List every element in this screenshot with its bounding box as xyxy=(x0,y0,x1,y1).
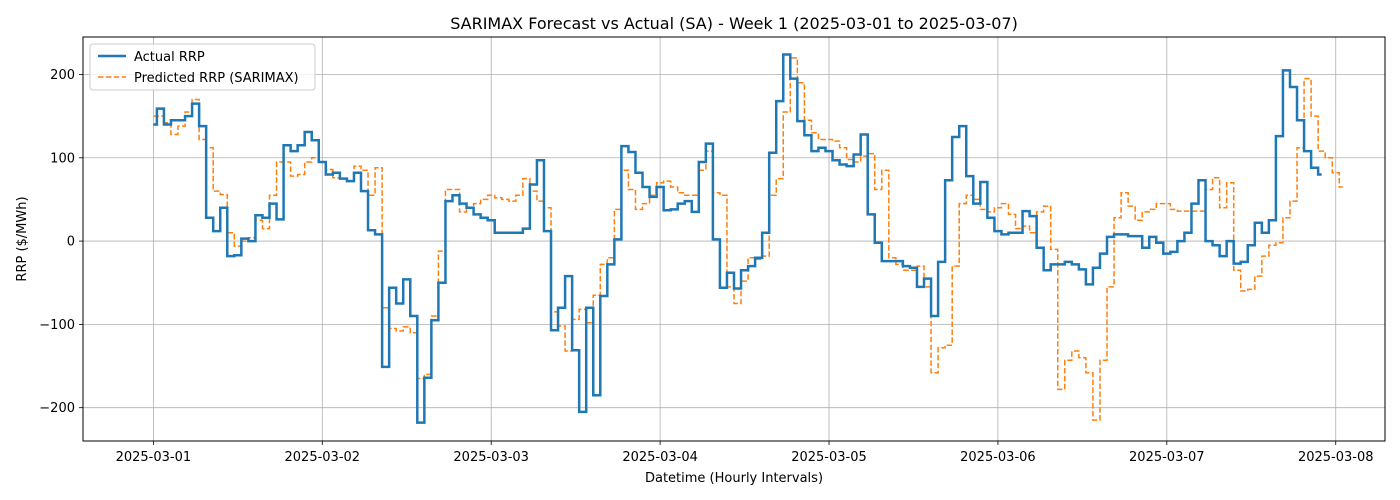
legend-label: Predicted RRP (SARIMAX) xyxy=(134,71,299,86)
series-group xyxy=(153,53,1343,424)
y-axis-label: RRP ($/MWh) xyxy=(15,196,30,281)
chart-title: SARIMAX Forecast vs Actual (SA) - Week 1… xyxy=(450,14,1018,33)
x-tick-label: 2025-03-02 xyxy=(285,450,361,465)
series-line-predicted xyxy=(153,57,1343,421)
legend: Actual RRP Predicted RRP (SARIMAX) xyxy=(89,43,316,91)
y-tick-label: 200 xyxy=(50,68,75,83)
x-axis-label: Datetime (Hourly Intervals) xyxy=(645,471,823,486)
x-tick-label: 2025-03-01 xyxy=(116,450,192,465)
x-tick-label: 2025-03-07 xyxy=(1129,450,1205,465)
x-axis: 2025-03-01 2025-03-02 2025-03-03 2025-03-04… xyxy=(116,441,1374,465)
y-tick-label: −200 xyxy=(39,401,75,416)
x-tick-label: 2025-03-04 xyxy=(622,450,698,465)
y-tick-label: −100 xyxy=(39,318,75,333)
legend-label: Actual RRP xyxy=(134,50,205,65)
legend-box xyxy=(89,43,316,91)
y-axis: −200 −100 0 100 200 xyxy=(39,68,83,416)
x-tick-label: 2025-03-03 xyxy=(453,450,529,465)
grid xyxy=(83,37,1385,441)
y-tick-label: 100 xyxy=(50,151,75,166)
x-tick-label: 2025-03-08 xyxy=(1298,450,1374,465)
x-tick-label: 2025-03-06 xyxy=(960,450,1036,465)
plot-frame xyxy=(82,36,1386,442)
series-line-actual xyxy=(153,53,1322,424)
y-tick-label: 0 xyxy=(67,235,75,250)
x-tick-label: 2025-03-05 xyxy=(791,450,867,465)
